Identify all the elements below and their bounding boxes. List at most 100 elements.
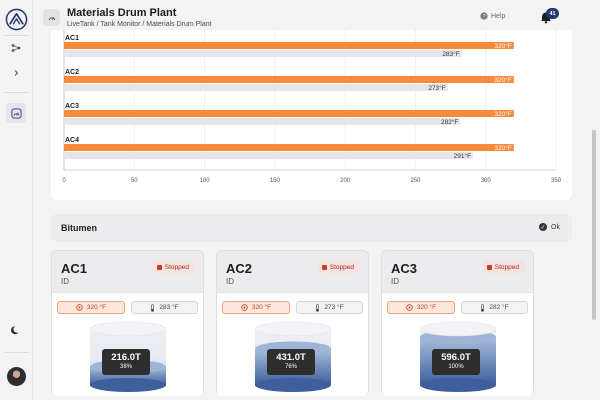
chart-tick-label: 50 (131, 178, 138, 184)
tank-card-header: AC1 ID Stopped (52, 251, 203, 291)
sidebar (0, 0, 33, 400)
chart-tick-label: 100 (200, 178, 211, 184)
page-icon (43, 9, 60, 26)
tank-subtitle: ID (61, 277, 69, 286)
tank-card-header: AC2 ID Stopped (217, 251, 368, 291)
target-icon (406, 304, 413, 311)
target-icon (76, 304, 83, 311)
help-button[interactable]: ? Help (480, 12, 505, 20)
tank-level-label: 431.0T 76% (267, 349, 315, 375)
tank-card[interactable]: AC1 ID Stopped 320 °F 283 °F (51, 250, 204, 396)
status-badge: Stopped (152, 261, 195, 273)
avatar[interactable] (7, 367, 26, 386)
chart-category-label: AC2 (65, 69, 79, 76)
stop-icon (486, 264, 492, 270)
tank-amount: 431.0T (276, 352, 306, 363)
chart-data-label: 283°F (442, 50, 459, 58)
section-status: ✓ Ok (539, 223, 560, 231)
help-label: Help (491, 12, 506, 20)
chart-bar-current (64, 50, 462, 57)
chart-data-label: 320°F (494, 42, 511, 50)
chart-bar-target (64, 76, 514, 83)
page-title: Materials Drum Plant (67, 7, 177, 19)
tank-name: AC1 (61, 261, 88, 276)
section-title: Bitumen (61, 223, 97, 233)
temperature-chart: 0 50 100 150 200 250 300 350 AC1 320°F 283°F AC2 320… (62, 30, 562, 184)
section-status-label: Ok (551, 223, 560, 231)
breadcrumb[interactable]: LiveTank / Tank Monitor / Materials Drum… (67, 21, 212, 28)
tank-name: AC3 (391, 261, 418, 276)
current-temp: 283 °F (159, 304, 179, 311)
gauge-icon (10, 107, 22, 119)
section-header: Bitumen ✓ Ok (51, 214, 572, 242)
chart-category-label: AC1 (65, 35, 79, 42)
current-temp-pill: 273 °F (296, 301, 363, 314)
target-temp: 320 °F (416, 304, 437, 311)
network-icon (11, 44, 21, 52)
target-temp-pill: 320 °F (387, 301, 455, 314)
chart-bar-current (64, 152, 474, 159)
tank-card[interactable]: AC2 ID Stopped 320 °F 273 °F (216, 250, 369, 396)
sidebar-expand-button[interactable] (6, 63, 26, 83)
tank-subtitle: ID (391, 277, 399, 286)
status-badge: Stopped (317, 261, 360, 273)
chart-tick-label: 350 (551, 178, 562, 184)
status-label: Stopped (329, 263, 354, 271)
thermometer-icon (151, 303, 155, 312)
chart-tick-label: 150 (270, 178, 281, 184)
tank-percent: 38% (119, 364, 132, 370)
current-temp: 282 °F (489, 304, 509, 311)
chart-bar-current (64, 118, 461, 125)
tank-card[interactable]: AC3 ID Stopped 320 °F 282 °F (381, 250, 534, 396)
chart-data-label: 273°F (428, 84, 445, 92)
tank-card-header: AC3 ID Stopped (382, 251, 533, 291)
header: Materials Drum Plant LiveTank / Tank Mon… (34, 0, 600, 34)
sidebar-item-dashboard[interactable] (6, 103, 26, 123)
thermometer-icon (481, 303, 485, 312)
tank-name: AC2 (226, 261, 253, 276)
livetank-logo-icon[interactable] (5, 8, 28, 31)
current-temp: 273 °F (324, 304, 344, 311)
chart-tick-label: 200 (340, 178, 351, 184)
theme-toggle-button[interactable] (6, 320, 26, 340)
target-temp: 320 °F (86, 304, 107, 311)
sidebar-divider (4, 352, 29, 353)
sidebar-divider (4, 35, 29, 36)
moon-icon (11, 326, 19, 335)
tank-level-label: 596.0T 100% (432, 349, 480, 375)
target-temp-pill: 320 °F (57, 301, 125, 314)
chart-tick-label: 250 (410, 178, 421, 184)
chart-data-label: 282°F (441, 118, 458, 126)
tank-card-body: 320 °F 273 °F (217, 292, 368, 396)
chart-data-label: 320°F (494, 144, 511, 152)
tank-subtitle: ID (226, 277, 234, 286)
help-circle-icon: ? (480, 12, 488, 20)
chevron-right-icon (14, 70, 19, 76)
scrollbar[interactable] (592, 130, 596, 320)
stop-icon (321, 264, 327, 270)
tank-amount: 216.0T (111, 352, 141, 363)
check-icon: ✓ (539, 223, 548, 231)
target-temp: 320 °F (251, 304, 272, 311)
status-label: Stopped (164, 263, 189, 271)
target-icon (241, 304, 248, 311)
status-badge: Stopped (482, 261, 525, 273)
chart-bar-target (64, 144, 514, 151)
tank-amount: 596.0T (441, 352, 471, 363)
chart-category-label: AC3 (65, 103, 79, 110)
tank-card-body: 320 °F 283 °F (52, 292, 203, 396)
svg-text:?: ? (482, 14, 485, 20)
chart-bar-target (64, 110, 514, 117)
target-temp-pill: 320 °F (222, 301, 290, 314)
sidebar-divider (4, 92, 29, 93)
current-temp-pill: 283 °F (131, 301, 198, 314)
chart-data-label: 320°F (494, 110, 511, 118)
chart-data-label: 291°F (454, 152, 471, 160)
sidebar-nodes-button[interactable] (6, 38, 26, 58)
tank-level-label: 216.0T 38% (102, 349, 150, 375)
chart-bar-current (64, 84, 448, 91)
thermometer-icon (316, 303, 320, 312)
current-temp-pill: 282 °F (461, 301, 528, 314)
chart-category-label: AC4 (65, 137, 79, 144)
tank-card-body: 320 °F 282 °F (382, 292, 533, 396)
